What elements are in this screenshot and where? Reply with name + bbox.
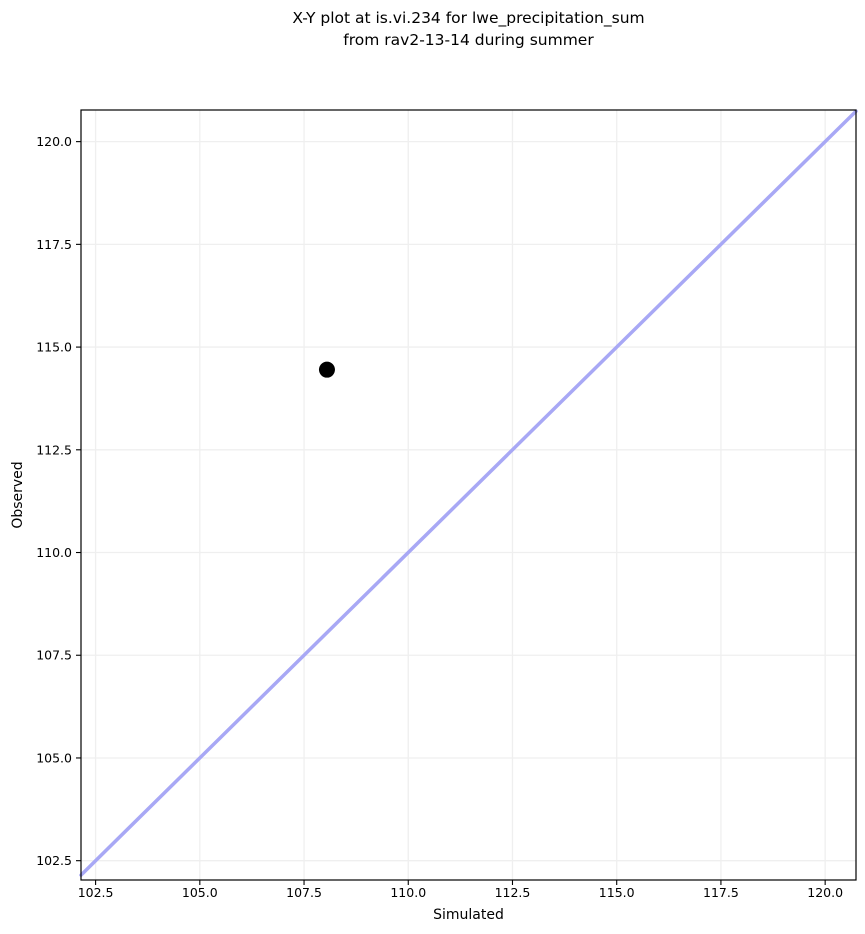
chart-title: X-Y plot at is.vi.234 for lwe_precipitat… bbox=[81, 7, 856, 51]
axes-box bbox=[80, 109, 857, 881]
y-axis-label: Observed bbox=[10, 461, 26, 528]
x-tick-label: 112.5 bbox=[495, 885, 531, 900]
y-tick-label: 112.5 bbox=[36, 442, 72, 457]
chart-title-line2: from rav2-13-14 during summer bbox=[343, 31, 594, 49]
x-tick-label: 107.5 bbox=[286, 885, 322, 900]
y-tick-label: 105.0 bbox=[36, 750, 72, 765]
y-tick-label: 102.5 bbox=[36, 853, 72, 868]
identity-line bbox=[79, 109, 858, 877]
x-tick-label: 117.5 bbox=[703, 885, 739, 900]
x-tick-label: 115.0 bbox=[599, 885, 635, 900]
chart-title-line1: X-Y plot at is.vi.234 for lwe_precipitat… bbox=[292, 9, 645, 27]
x-tick-label: 105.0 bbox=[182, 885, 218, 900]
y-tick-label: 110.0 bbox=[36, 545, 72, 560]
x-tick-label: 120.0 bbox=[807, 885, 843, 900]
x-tick-label: 102.5 bbox=[78, 885, 114, 900]
data-point bbox=[318, 361, 335, 378]
y-tick-label: 120.0 bbox=[36, 134, 72, 149]
y-tick-label: 107.5 bbox=[36, 648, 72, 663]
y-tick-label: 115.0 bbox=[36, 340, 72, 355]
x-axis-label: Simulated bbox=[433, 907, 504, 923]
y-tick-label: 117.5 bbox=[36, 237, 72, 252]
x-tick-label: 110.0 bbox=[390, 885, 426, 900]
